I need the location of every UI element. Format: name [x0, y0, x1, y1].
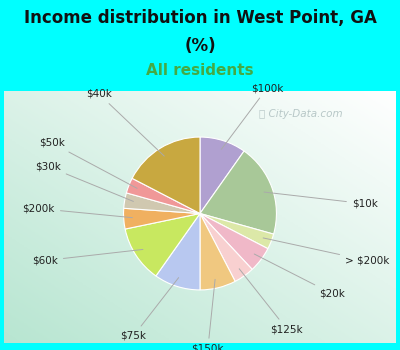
Text: $125k: $125k [239, 269, 303, 334]
Text: > $200k: > $200k [263, 238, 390, 266]
Wedge shape [200, 214, 268, 270]
Text: $50k: $50k [39, 138, 137, 188]
Wedge shape [132, 137, 200, 214]
Text: Income distribution in West Point, GA: Income distribution in West Point, GA [24, 9, 376, 27]
Wedge shape [124, 193, 200, 214]
Wedge shape [200, 214, 274, 248]
Wedge shape [156, 214, 200, 290]
Text: $200k: $200k [22, 204, 132, 218]
Text: $20k: $20k [254, 254, 346, 299]
Text: All residents: All residents [146, 63, 254, 78]
Wedge shape [200, 214, 252, 281]
Text: $150k: $150k [192, 279, 224, 350]
Text: $10k: $10k [264, 192, 378, 209]
Text: $60k: $60k [32, 250, 143, 266]
Text: (%): (%) [184, 37, 216, 55]
Wedge shape [200, 151, 276, 234]
Wedge shape [124, 208, 200, 229]
Text: ⓘ City-Data.com: ⓘ City-Data.com [259, 108, 342, 119]
Text: $40k: $40k [86, 89, 164, 156]
Text: $30k: $30k [35, 161, 134, 201]
Wedge shape [200, 137, 244, 214]
Wedge shape [125, 214, 200, 276]
Text: $75k: $75k [120, 278, 179, 341]
Wedge shape [126, 178, 200, 214]
Wedge shape [200, 214, 235, 290]
Text: $100k: $100k [221, 83, 283, 149]
